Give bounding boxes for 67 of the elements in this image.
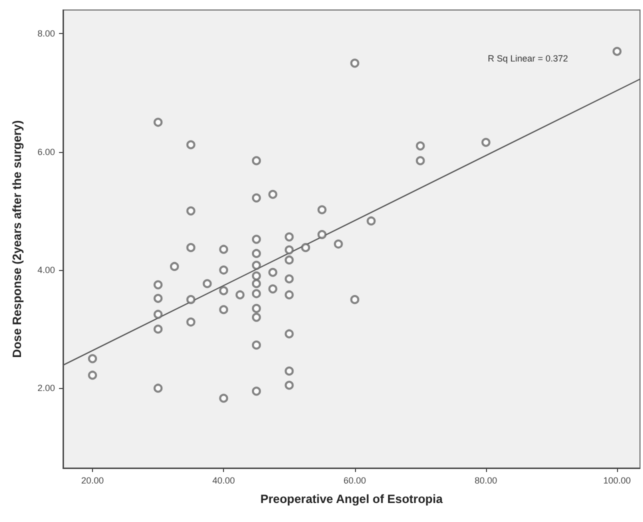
point [284, 329, 294, 338]
point [154, 294, 163, 303]
point [252, 248, 261, 258]
point [334, 240, 343, 249]
point [252, 386, 261, 396]
y-tick-label: 8.00 [37, 28, 55, 39]
point [252, 289, 261, 298]
point [252, 304, 261, 313]
point [268, 284, 278, 294]
y-tick-label: 4.00 [37, 265, 55, 276]
point [284, 245, 294, 254]
point [284, 232, 294, 242]
point [252, 279, 261, 288]
point [154, 118, 163, 127]
point [268, 190, 278, 199]
point [252, 193, 261, 202]
point [186, 140, 196, 150]
point [252, 340, 261, 350]
point [416, 156, 425, 166]
point [252, 156, 261, 166]
point [170, 262, 179, 271]
point [252, 312, 261, 322]
x-tick-label: 20.00 [81, 476, 104, 486]
point [284, 274, 294, 284]
point [252, 234, 261, 244]
point [612, 46, 622, 56]
point [219, 266, 228, 275]
point [219, 394, 228, 403]
point [268, 268, 278, 277]
point [318, 205, 326, 214]
point [88, 370, 98, 380]
y-tick-label: 2.00 [37, 383, 55, 394]
point [481, 138, 490, 147]
point [350, 295, 360, 304]
x-tick-label: 100.00 [603, 476, 631, 486]
point [284, 380, 294, 390]
point [350, 58, 360, 68]
point [154, 324, 163, 334]
annotation: R Sq Linear = 0.372 [488, 54, 568, 64]
point [154, 280, 163, 290]
point [318, 230, 326, 240]
point [154, 384, 163, 393]
point [219, 305, 228, 314]
x-tick-label: 40.00 [212, 476, 235, 486]
y-tick-label: 6.00 [37, 146, 55, 157]
point [301, 243, 310, 252]
x-tick-label: 60.00 [344, 476, 366, 486]
point [236, 290, 245, 300]
point [416, 141, 425, 150]
point [252, 271, 261, 280]
point [219, 244, 228, 254]
x-tick-label: 80.00 [474, 476, 498, 486]
point [284, 366, 294, 376]
point [202, 279, 212, 288]
y-axis-title: Dose Response (2years after the surgery) [10, 120, 24, 358]
point [186, 206, 196, 216]
point [88, 354, 98, 364]
point [186, 295, 196, 304]
point [284, 255, 294, 264]
point [219, 286, 228, 296]
x-axis-title: Preoperative Angel of Esotropia [260, 492, 443, 506]
point [366, 216, 376, 226]
point [186, 318, 196, 327]
point [154, 310, 163, 319]
point [252, 260, 261, 270]
point [284, 290, 294, 300]
point [186, 243, 196, 252]
